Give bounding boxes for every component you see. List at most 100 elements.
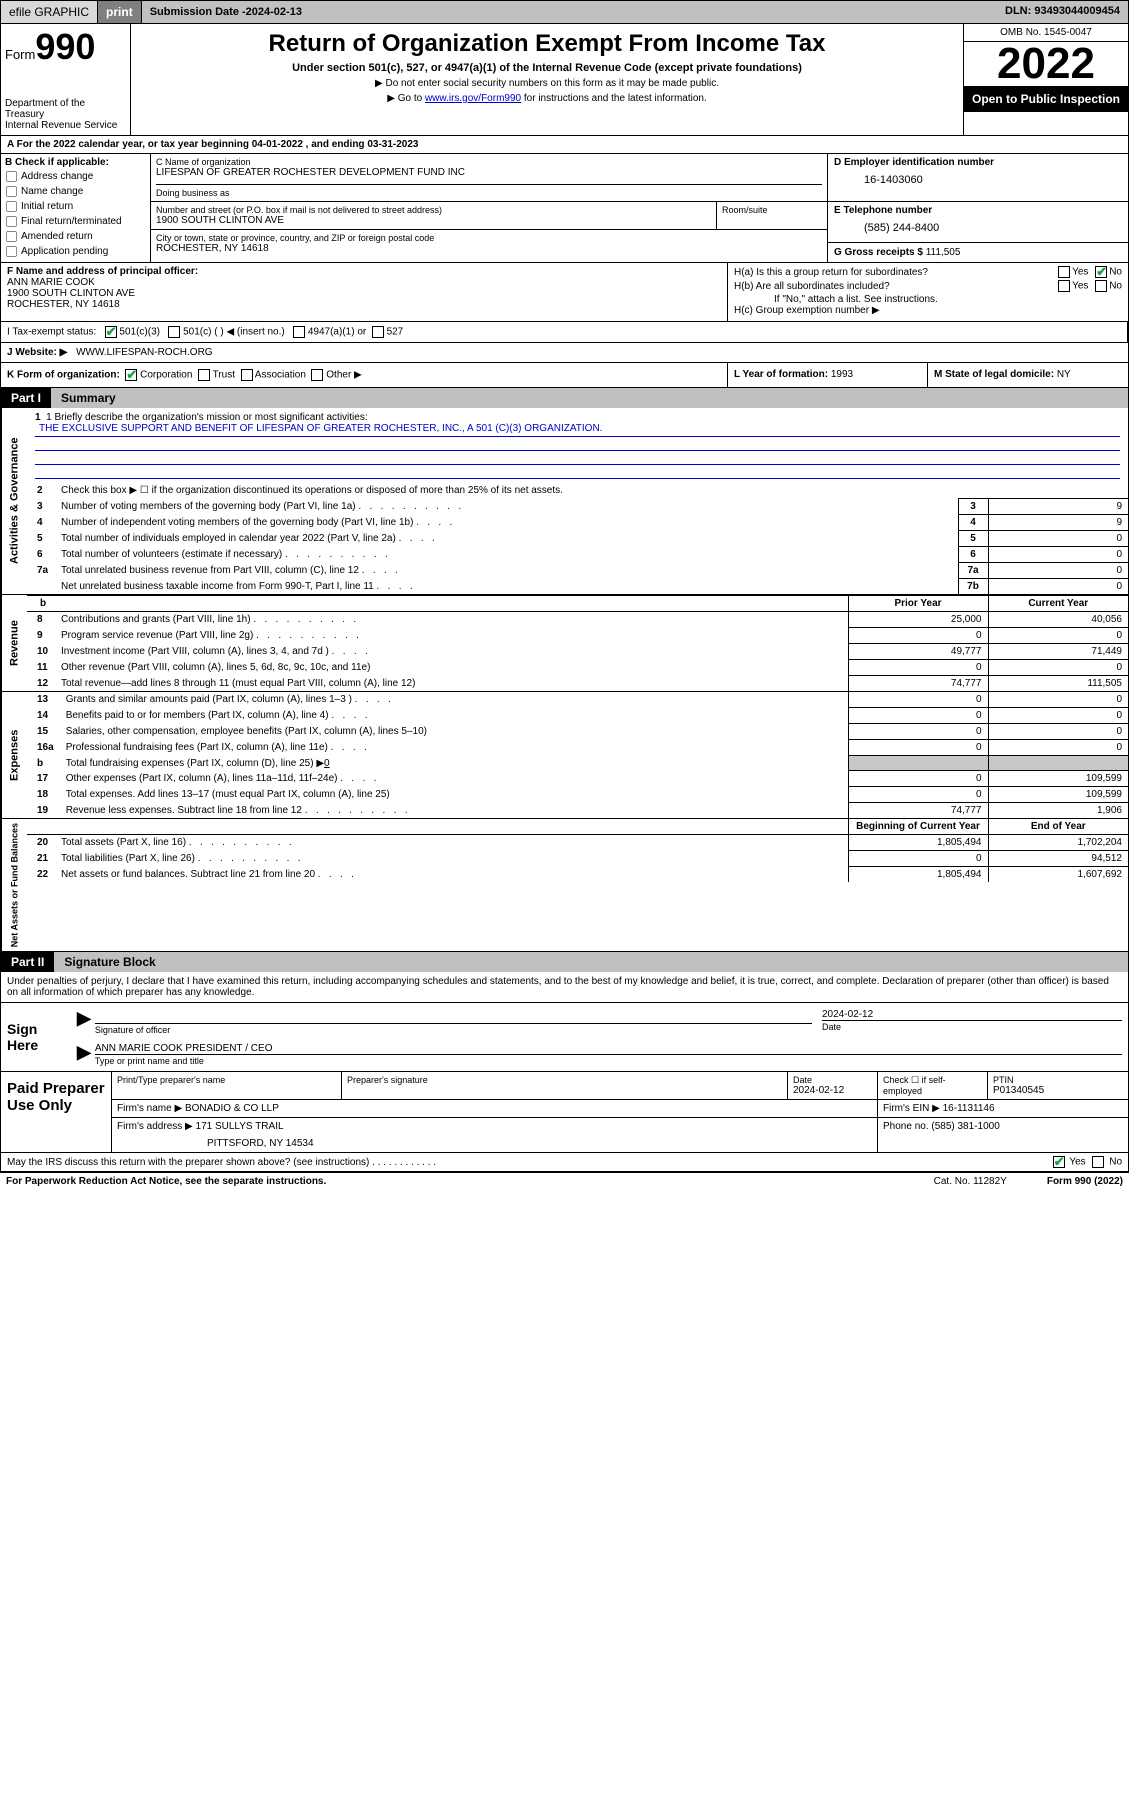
chk-final-return-lbl: Final return/terminated bbox=[21, 216, 122, 227]
chk-501c3[interactable] bbox=[105, 326, 117, 338]
row-11: 11 Other revenue (Part VIII, column (A),… bbox=[27, 660, 1128, 676]
r12-py: 74,777 bbox=[848, 676, 988, 692]
opt-527: 527 bbox=[387, 327, 404, 338]
preparer-date-lbl: Date bbox=[793, 1075, 872, 1085]
chk-association[interactable] bbox=[241, 369, 253, 381]
r4-v: 9 bbox=[988, 515, 1128, 531]
top-bar: efile GRAPHIC print Submission Date - 20… bbox=[0, 0, 1129, 24]
gross-label: G Gross receipts $ bbox=[834, 247, 926, 258]
chk-4947[interactable] bbox=[293, 326, 305, 338]
r16a-py: 0 bbox=[848, 740, 988, 756]
chk-application-pending[interactable]: Application pending bbox=[5, 245, 146, 258]
r22-n: 22 bbox=[27, 867, 55, 883]
hb-no-box[interactable] bbox=[1095, 280, 1107, 292]
mission-label: 1 1 Briefly describe the organization's … bbox=[35, 412, 1120, 423]
r10-py: 49,777 bbox=[848, 644, 988, 660]
chk-other[interactable] bbox=[311, 369, 323, 381]
form-footer-label: Form 990 (2022) bbox=[1047, 1176, 1123, 1187]
gross-receipts: G Gross receipts $ 111,505 bbox=[828, 243, 1128, 262]
firm-ein-cell: Firm's EIN ▶ 16-1131146 bbox=[878, 1100, 1128, 1117]
irs-discuss-question: May the IRS discuss this return with the… bbox=[7, 1157, 1043, 1168]
irs-discuss-row: May the IRS discuss this return with the… bbox=[1, 1153, 1128, 1172]
r14-n: 14 bbox=[27, 708, 60, 724]
chk-501c[interactable] bbox=[168, 326, 180, 338]
part-2-header: Part II Signature Block bbox=[1, 952, 1128, 972]
r7b-i: 7b bbox=[958, 579, 988, 595]
r7b-v: 0 bbox=[988, 579, 1128, 595]
row-2-desc: Check this box ▶ ☐ if the organization d… bbox=[55, 483, 1128, 499]
chk-corporation[interactable] bbox=[125, 369, 137, 381]
firm-phone-val: (585) 381-1000 bbox=[931, 1121, 999, 1132]
row-8: 8 Contributions and grants (Part VIII, l… bbox=[27, 612, 1128, 628]
net-hdr-eoy: End of Year bbox=[988, 819, 1128, 835]
r13-d: Grants and similar amounts paid (Part IX… bbox=[60, 692, 848, 708]
chk-initial-return[interactable]: Initial return bbox=[5, 200, 146, 213]
row-2-num: 2 bbox=[27, 483, 55, 499]
chk-name-change-box[interactable] bbox=[6, 186, 17, 197]
r19-py: 74,777 bbox=[848, 803, 988, 819]
section-b: B Check if applicable: Address change Na… bbox=[1, 154, 151, 262]
efile-graphic-label: efile GRAPHIC bbox=[1, 1, 98, 23]
print-button[interactable]: print bbox=[98, 1, 142, 23]
row-20: 20 Total assets (Part X, line 16) 1,805,… bbox=[27, 835, 1128, 851]
row-7b: Net unrelated business taxable income fr… bbox=[27, 579, 1128, 595]
chk-initial-return-box[interactable] bbox=[6, 201, 17, 212]
irs-discuss-no-box[interactable] bbox=[1092, 1156, 1104, 1168]
r20-n: 20 bbox=[27, 835, 55, 851]
rev-hdr-py: Prior Year bbox=[848, 596, 988, 612]
r21-n: 21 bbox=[27, 851, 55, 867]
vtab-expenses: Expenses bbox=[1, 692, 27, 818]
chk-amended-return-box[interactable] bbox=[6, 231, 17, 242]
l-value: 1993 bbox=[831, 369, 853, 380]
expenses-section: Expenses 13 Grants and similar amounts p… bbox=[1, 692, 1128, 819]
section-f-label: F Name and address of principal officer: bbox=[7, 266, 721, 277]
irs-discuss-yes-box[interactable] bbox=[1053, 1156, 1065, 1168]
row-16b: b Total fundraising expenses (Part IX, c… bbox=[27, 756, 1128, 771]
expenses-table: 13 Grants and similar amounts paid (Part… bbox=[27, 692, 1128, 818]
opt-other: Other ▶ bbox=[326, 370, 361, 381]
m-label: M State of legal domicile: bbox=[934, 369, 1057, 380]
chk-amended-return[interactable]: Amended return bbox=[5, 230, 146, 243]
form-of-org: K Form of organization: Corporation Trus… bbox=[1, 363, 728, 387]
r20-d: Total assets (Part X, line 16) bbox=[55, 835, 848, 851]
r9-cy: 0 bbox=[988, 628, 1128, 644]
chk-address-change-box[interactable] bbox=[6, 171, 17, 182]
note2-pre: ▶ Go to bbox=[387, 93, 425, 104]
chk-527[interactable] bbox=[372, 326, 384, 338]
preparer-sig-lbl: Preparer's signature bbox=[347, 1075, 782, 1085]
street-label: Number and street (or P.O. box if mail i… bbox=[156, 205, 711, 215]
chk-application-pending-box[interactable] bbox=[6, 246, 17, 257]
row-12: 12 Total revenue—add lines 8 through 11 … bbox=[27, 676, 1128, 692]
r22-cy: 1,607,692 bbox=[988, 867, 1128, 883]
phone-gross-box: E Telephone number (585) 244-8400 G Gros… bbox=[828, 202, 1128, 262]
r7a-v: 0 bbox=[988, 563, 1128, 579]
net-hdr-blank1 bbox=[27, 819, 55, 835]
mission-line-1: THE EXCLUSIVE SUPPORT AND BENEFIT OF LIF… bbox=[35, 423, 1120, 437]
chk-trust[interactable] bbox=[198, 369, 210, 381]
rev-hdr-b: b bbox=[27, 596, 55, 612]
r4-n: 4 bbox=[27, 515, 55, 531]
ha-yes-box[interactable] bbox=[1058, 266, 1070, 278]
hb-yes-box[interactable] bbox=[1058, 280, 1070, 292]
r13-n: 13 bbox=[27, 692, 60, 708]
submission-date-prefix: Submission Date - bbox=[150, 6, 246, 18]
org-name-value: LIFESPAN OF GREATER ROCHESTER DEVELOPMEN… bbox=[156, 167, 822, 178]
r9-n: 9 bbox=[27, 628, 55, 644]
chk-final-return-box[interactable] bbox=[6, 216, 17, 227]
form-header: Form990 Department of the Treasury Inter… bbox=[1, 24, 1128, 136]
irs-link[interactable]: www.irs.gov/Form990 bbox=[425, 93, 521, 104]
ha-no-box[interactable] bbox=[1095, 266, 1107, 278]
firm-addr-val2: PITTSFORD, NY 14534 bbox=[117, 1132, 872, 1149]
chk-name-change[interactable]: Name change bbox=[5, 185, 146, 198]
opt-trust: Trust bbox=[213, 370, 235, 381]
chk-address-change[interactable]: Address change bbox=[5, 170, 146, 183]
r6-v: 0 bbox=[988, 547, 1128, 563]
chk-final-return[interactable]: Final return/terminated bbox=[5, 215, 146, 228]
r15-d: Salaries, other compensation, employee b… bbox=[60, 724, 848, 740]
row-2: 2 Check this box ▶ ☐ if the organization… bbox=[27, 483, 1128, 499]
firm-ein-lbl: Firm's EIN ▶ bbox=[883, 1103, 943, 1114]
r12-d: Total revenue—add lines 8 through 11 (mu… bbox=[55, 676, 848, 692]
hb-note: If "No," attach a list. See instructions… bbox=[734, 294, 1122, 305]
r5-i: 5 bbox=[958, 531, 988, 547]
mission-line-2: . bbox=[35, 437, 1120, 451]
